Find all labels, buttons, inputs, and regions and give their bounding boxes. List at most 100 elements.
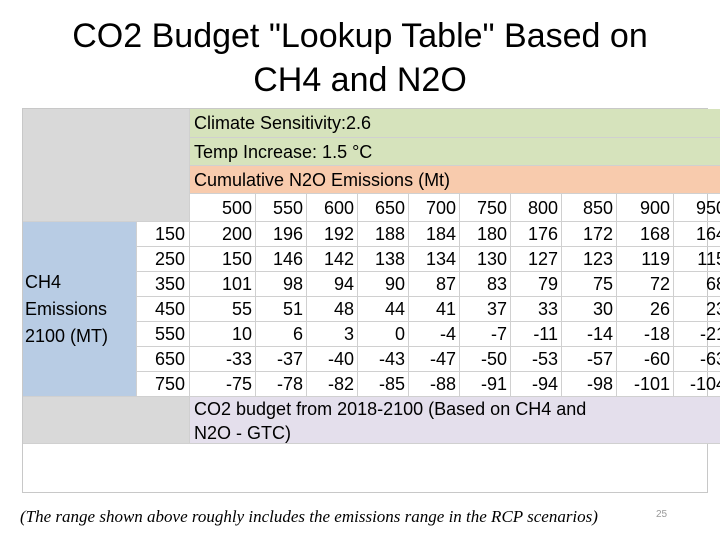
row-label-250: 250 [137,247,190,272]
co2-budget-caption: CO2 budget from 2018-2100 (Based on CH4 … [190,397,720,444]
table-cell: 48 [307,297,358,322]
temp-increase: Temp Increase: 1.5 °C [190,138,720,166]
row-label-150: 150 [137,222,190,247]
table-cell: 164 [674,222,720,247]
row-label-350: 350 [137,272,190,297]
table-cell: 130 [460,247,511,272]
table-cell: 192 [307,222,358,247]
table-cell: -85 [358,372,409,397]
blank-top-left [23,109,190,222]
table-cell: 123 [562,247,617,272]
table-cell: -94 [511,372,562,397]
table-cell: 172 [562,222,617,247]
table-cell: -91 [460,372,511,397]
table-cell: 176 [511,222,562,247]
column-header-550: 550 [256,194,307,222]
table-cell: 196 [256,222,307,247]
caption-line-2: N2O - GTC) [194,423,291,443]
table-cell: 0 [358,322,409,347]
table-cell: -14 [562,322,617,347]
column-header-500: 500 [190,194,256,222]
table-cell: 33 [511,297,562,322]
table-cell: -47 [409,347,460,372]
table-cell: -40 [307,347,358,372]
page-number: 25 [656,509,668,520]
table-cell: 142 [307,247,358,272]
table-cell: -33 [190,347,256,372]
table-cell: 138 [358,247,409,272]
table-cell: -53 [511,347,562,372]
table-cell: 90 [358,272,409,297]
row-label-750: 750 [137,372,190,397]
table-cell: -60 [617,347,674,372]
table-cell: 94 [307,272,358,297]
table-cell: 37 [460,297,511,322]
table-cell: 3 [307,322,358,347]
n2o-header: Cumulative N2O Emissions (Mt) [190,166,720,194]
table-cell: 41 [409,297,460,322]
title-line-1: CO2 Budget "Lookup Table" Based on [72,17,648,55]
ch4-label-line-3: 2100 (MT) [25,325,109,346]
ch4-label-line-1: CH4 [25,271,62,292]
table-cell: -104 [674,372,720,397]
row-label-550: 550 [137,322,190,347]
table-cell: 51 [256,297,307,322]
table-cell: 168 [617,222,674,247]
table-cell: -78 [256,372,307,397]
column-header-650: 650 [358,194,409,222]
table-cell: -75 [190,372,256,397]
table-cell: -18 [617,322,674,347]
table-cell: 188 [358,222,409,247]
row-label-650: 650 [137,347,190,372]
column-header-850: 850 [562,194,617,222]
table-cell: 184 [409,222,460,247]
table-cell: 55 [190,297,256,322]
table-cell: 10 [190,322,256,347]
table-cell: 101 [190,272,256,297]
column-header-900: 900 [617,194,674,222]
table-cell: 44 [358,297,409,322]
table-cell: 79 [511,272,562,297]
table-cell: 68 [674,272,720,297]
table-cell: -43 [358,347,409,372]
table-cell: -37 [256,347,307,372]
table-cell: 115 [674,247,720,272]
title-line-2: CH4 and N2O [253,61,467,99]
table-cell: 6 [256,322,307,347]
ch4-emissions-label: CH4 Emissions 2100 (MT) [23,222,137,397]
table-cell: -21 [674,322,720,347]
blank-bottom-left [23,397,190,444]
table-cell: -82 [307,372,358,397]
climate-sensitivity: Climate Sensitivity:2.6 [190,109,720,138]
table-cell: 146 [256,247,307,272]
table-cell: -57 [562,347,617,372]
range-note: (The range shown above roughly includes … [20,507,598,526]
table-cell: 200 [190,222,256,247]
ch4-label-line-2: Emissions [25,298,108,319]
column-header-750: 750 [460,194,511,222]
table-cell: 26 [617,297,674,322]
slide-title: CO2 Budget "Lookup Table" Based on CH4 a… [0,14,720,102]
table-cell: -63 [674,347,720,372]
table-cell: 180 [460,222,511,247]
table-cell: 127 [511,247,562,272]
row-label-450: 450 [137,297,190,322]
table-cell: 30 [562,297,617,322]
table-cell: -50 [460,347,511,372]
table-cell: 150 [190,247,256,272]
table-cell: 98 [256,272,307,297]
table-cell: -11 [511,322,562,347]
column-header-800: 800 [511,194,562,222]
lookup-table: Climate Sensitivity:2.6 Temp Increase: 1… [22,108,720,493]
table-cell: -88 [409,372,460,397]
table-cell: 72 [617,272,674,297]
table-cell: -7 [460,322,511,347]
column-header-700: 700 [409,194,460,222]
column-header-950: 950 [674,194,720,222]
table-cell: -4 [409,322,460,347]
table-cell: -98 [562,372,617,397]
caption-line-1: CO2 budget from 2018-2100 (Based on CH4 … [194,399,587,419]
table-cell: 75 [562,272,617,297]
table-cell: 134 [409,247,460,272]
table-cell: -101 [617,372,674,397]
